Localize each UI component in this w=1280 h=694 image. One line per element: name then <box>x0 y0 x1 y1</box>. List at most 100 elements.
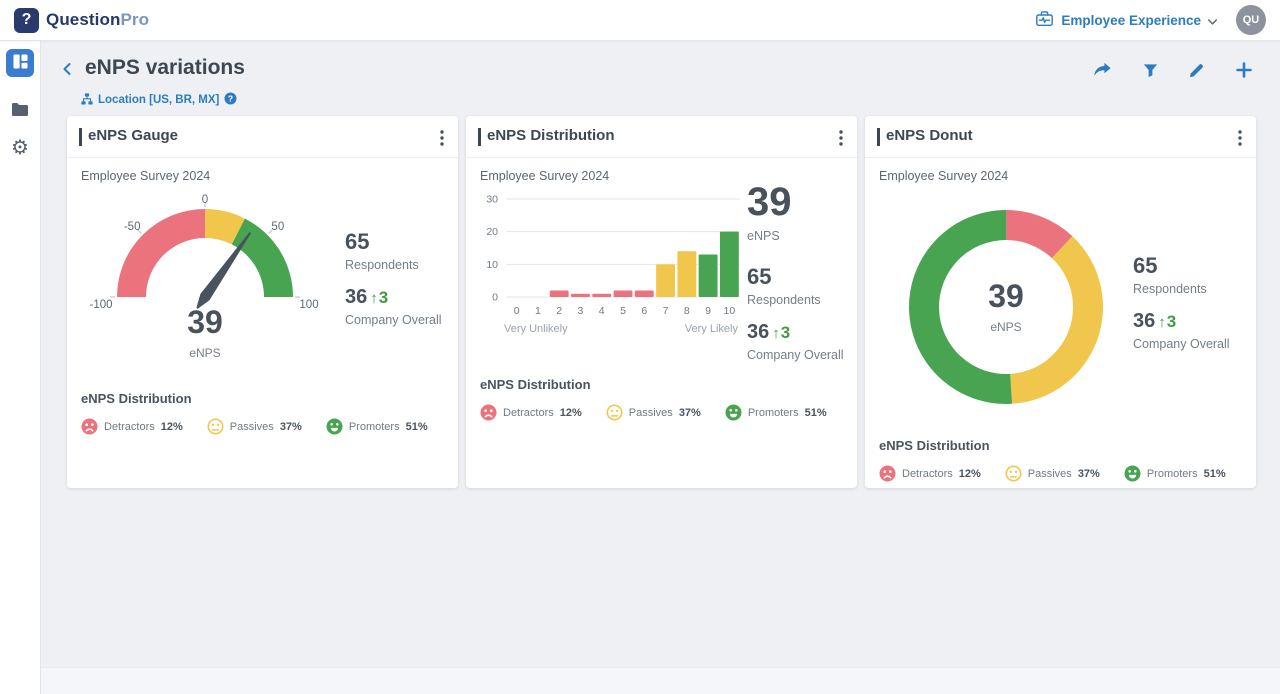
distribution-legend: Detractors 12% Passives 37% Promoters 51% <box>81 418 448 435</box>
respondents-label: Respondents <box>747 293 821 308</box>
enps-score-value: 39 <box>747 180 792 224</box>
svg-text:-50: -50 <box>124 221 141 233</box>
survey-name: Employee Survey 2024 <box>480 169 610 183</box>
svg-text:Very Unlikely: Very Unlikely <box>504 323 568 335</box>
svg-text:1: 1 <box>535 305 541 317</box>
svg-text:Very Likely: Very Likely <box>685 323 739 335</box>
sad-face-icon <box>480 404 497 421</box>
enps-score-label: eNPS <box>189 346 221 360</box>
legend-label: Promoters <box>747 406 799 419</box>
card-title: eNPS Distribution <box>487 127 615 144</box>
product-switcher[interactable]: Employee Experience <box>1029 9 1223 31</box>
card-header: eNPS Donut <box>865 116 1256 158</box>
respondents-value: 65 <box>747 264 772 289</box>
legend-item-promoters: Promoters 51% <box>326 418 428 435</box>
dashboard-toolbar <box>1091 60 1254 80</box>
company-overall-delta: 36 ↑ 3 <box>747 321 791 344</box>
distribution-section: eNPS Distribution Detractors 12% Passives 3… <box>480 377 847 421</box>
legend-value: 12% <box>559 406 582 419</box>
svg-text:0: 0 <box>514 305 520 317</box>
legend-value: 12% <box>958 467 981 480</box>
sad-face-icon <box>879 465 896 482</box>
respondents-label: Respondents <box>345 258 419 273</box>
back-button[interactable] <box>57 59 77 79</box>
user-avatar[interactable]: QU <box>1236 5 1266 35</box>
bar-chart: 0 10 20 30 0 1 2 3 4 5 6 7 8 9 10 Very Unlikely Very Lik… <box>486 194 740 335</box>
neutral-face-icon <box>207 418 224 435</box>
svg-text:10: 10 <box>724 305 736 317</box>
company-overall-label: Company Overall <box>345 313 442 328</box>
card-header: eNPS Gauge <box>67 116 458 158</box>
distribution-title: eNPS Distribution <box>879 438 990 453</box>
legend-item-detractors: Detractors 12% <box>480 404 582 421</box>
neutral-face-icon <box>1005 465 1022 482</box>
card-header: eNPS Distribution <box>466 116 857 158</box>
card-menu-button[interactable] <box>833 126 849 150</box>
sidebar-item-dashboards[interactable] <box>6 49 34 77</box>
footer-strip <box>41 667 1280 694</box>
title-accent-bar <box>79 128 82 146</box>
share-button[interactable] <box>1091 60 1114 80</box>
legend-label: Promoters <box>1146 467 1198 480</box>
svg-text:-100: -100 <box>89 299 112 311</box>
hierarchy-icon <box>81 92 93 108</box>
up-arrow-icon: ↑ <box>772 325 780 343</box>
happy-face-icon <box>326 418 343 435</box>
legend-value: 51% <box>1203 467 1226 480</box>
legend-item-detractors: Detractors 12% <box>879 465 981 482</box>
sidebar-item-folders[interactable] <box>11 102 29 117</box>
filter-funnel-icon <box>1143 63 1158 81</box>
distribution-legend: Detractors 12% Passives 37% Promoters 51% <box>480 404 847 421</box>
brand-logo[interactable]: ? QuestionPro <box>14 7 149 33</box>
stats-panel: 65 Respondents 36 ↑ 3 Company Overall <box>1133 253 1230 352</box>
legend-item-promoters: Promoters 51% <box>1124 465 1226 482</box>
kebab-icon <box>839 130 843 146</box>
dashboard-grid-icon <box>12 54 28 72</box>
svg-text:10: 10 <box>486 259 498 271</box>
company-overall-label: Company Overall <box>1133 337 1230 352</box>
drilldown-filter[interactable]: Location [US, BR, MX] ? <box>81 92 237 108</box>
happy-face-icon <box>1124 465 1141 482</box>
legend-item-detractors: Detractors 12% <box>81 418 183 435</box>
respondents-value: 65 <box>1133 253 1158 278</box>
company-overall-delta: 36 ↑ 3 <box>1133 310 1177 333</box>
sad-face-icon <box>81 418 98 435</box>
distribution-legend: Detractors 12% Passives 37% Promoters 51% <box>879 465 1246 482</box>
title-accent-bar <box>478 128 481 146</box>
legend-label: Passives <box>628 406 673 419</box>
legend-value: 12% <box>160 420 183 433</box>
chevron-left-icon <box>59 63 75 80</box>
survey-name: Employee Survey 2024 <box>81 169 211 183</box>
card-menu-button[interactable] <box>434 126 450 150</box>
filter-button[interactable] <box>1141 60 1160 80</box>
card-enps-donut: eNPS Donut Employee Survey 2024 39 eNPS … <box>865 116 1256 488</box>
company-overall-delta: 36 ↑ 3 <box>345 286 389 309</box>
distribution-title: eNPS Distribution <box>81 391 192 406</box>
distribution-section: eNPS Distribution Detractors 12% Passives 3… <box>879 438 1246 482</box>
enps-score-value: 39 <box>988 278 1024 314</box>
legend-value: 37% <box>279 420 302 433</box>
chevron-down-icon <box>1207 13 1218 28</box>
sidebar-item-settings[interactable]: ⚙ <box>11 138 29 158</box>
card-title: eNPS Donut <box>886 127 973 144</box>
legend-item-passives: Passives 37% <box>606 404 701 421</box>
card-enps-distribution: eNPS Distribution Employee Survey 2024 0… <box>466 116 857 488</box>
neutral-face-icon <box>606 404 623 421</box>
respondents-value: 65 <box>345 229 370 254</box>
add-widget-button[interactable] <box>1234 60 1254 80</box>
kebab-icon <box>1238 130 1242 146</box>
card-menu-button[interactable] <box>1232 126 1248 150</box>
drilldown-label: Location [US, BR, MX] <box>98 94 220 106</box>
legend-label: Detractors <box>902 467 953 480</box>
help-icon[interactable]: ? <box>224 92 237 108</box>
survey-name: Employee Survey 2024 <box>879 169 1009 183</box>
legend-item-passives: Passives 37% <box>1005 465 1100 482</box>
enps-score-label: eNPS <box>990 320 1022 334</box>
legend-label: Promoters <box>348 420 400 433</box>
svg-text:20: 20 <box>486 226 498 238</box>
enps-score-label: eNPS <box>747 229 780 243</box>
edit-button[interactable] <box>1187 60 1207 80</box>
distribution-title: eNPS Distribution <box>480 377 591 392</box>
legend-item-passives: Passives 37% <box>207 418 302 435</box>
svg-text:2: 2 <box>556 305 562 317</box>
